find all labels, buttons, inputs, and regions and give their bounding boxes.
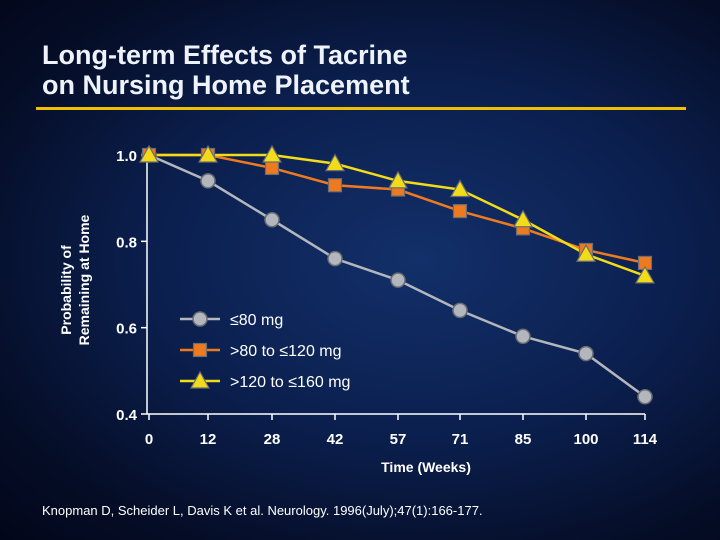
- data-point-mid-dose: [327, 178, 343, 193]
- data-point-low-dose: [327, 250, 343, 267]
- y-tick-label: 1.0: [116, 148, 137, 165]
- x-tick-label: 100: [573, 431, 598, 448]
- legend-label-mid-dose: >80 to ≤120 mg: [230, 343, 342, 360]
- citation: Knopman D, Scheider L, Davis K et al. Ne…: [42, 503, 483, 518]
- data-point-low-dose: [637, 388, 653, 405]
- y-tick-label: 0.6: [116, 321, 137, 338]
- legend-marker-low-dose: [192, 311, 208, 327]
- data-point-high-dose: [387, 170, 409, 189]
- x-tick-label: 71: [452, 431, 469, 448]
- x-tick-label: 12: [200, 431, 217, 448]
- data-point-high-dose: [138, 144, 160, 163]
- x-tick-label: 28: [264, 431, 281, 448]
- data-point-high-dose: [449, 179, 471, 198]
- data-point-low-dose: [390, 272, 406, 288]
- x-tick-label: 85: [515, 431, 532, 448]
- y-tick-label: 0.4: [116, 407, 138, 424]
- legend-marker-high-dose: [189, 370, 211, 389]
- x-tick-label: 114: [633, 431, 658, 448]
- legend-marker-mid-dose: [192, 342, 208, 358]
- legend-label-low-dose: ≤80 mg: [230, 312, 283, 329]
- x-axis-label: Time (Weeks): [381, 459, 471, 475]
- data-point-high-dose: [575, 244, 597, 262]
- data-point-low-dose: [200, 173, 216, 189]
- y-axis-label-line1: Probability of: [58, 245, 74, 335]
- data-point-high-dose: [324, 153, 346, 172]
- x-tick-label: 42: [327, 431, 344, 448]
- data-point-high-dose: [512, 209, 534, 228]
- legend-label-high-dose: >120 to ≤160 mg: [230, 374, 350, 391]
- data-point-high-dose: [197, 144, 219, 163]
- data-point-mid-dose: [264, 160, 280, 176]
- title-underline: [36, 107, 686, 110]
- slide-title-line1: Long-term Effects of Tacrine: [42, 40, 408, 70]
- y-tick-label: 0.8: [116, 234, 137, 251]
- data-point-low-dose: [578, 345, 594, 362]
- x-tick-label: 57: [390, 431, 407, 448]
- data-point-high-dose: [261, 144, 283, 163]
- data-point-high-dose: [634, 265, 656, 284]
- data-point-mid-dose: [452, 204, 468, 219]
- legend: ≤80 mg >80 to ≤120 mg >120 to ≤160 mg: [180, 311, 350, 391]
- data-point-low-dose: [452, 302, 468, 319]
- data-point-low-dose: [264, 212, 280, 228]
- slide-title-line2: on Nursing Home Placement: [42, 70, 410, 100]
- x-tick-label: 0: [145, 431, 153, 448]
- slide-title: Long-term Effects of Tacrine on Nursing …: [42, 40, 410, 100]
- data-point-low-dose: [515, 328, 531, 345]
- y-axis-label-line2: Remaining at Home: [76, 214, 92, 345]
